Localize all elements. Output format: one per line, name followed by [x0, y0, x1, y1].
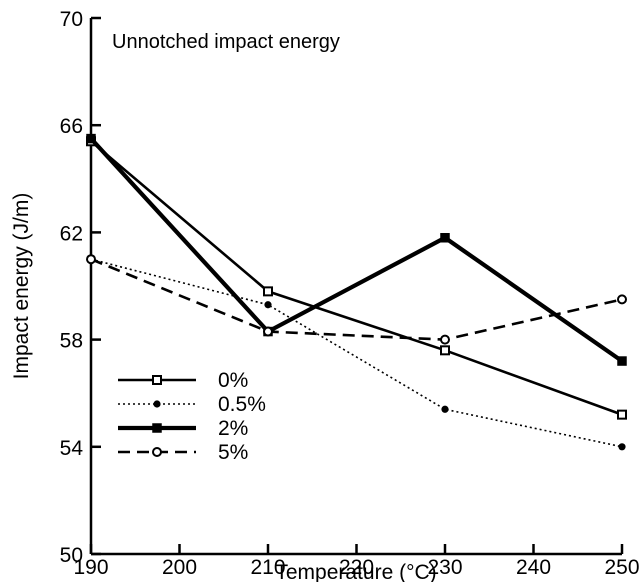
- y-tick-label: 58: [60, 330, 83, 353]
- data-point-marker: [440, 233, 450, 243]
- y-axis-label: Impact energy (J/m): [10, 193, 33, 380]
- x-tick-label: 210: [250, 556, 285, 579]
- legend-item: 5%: [118, 441, 248, 464]
- data-point-marker: [617, 294, 627, 305]
- data-point-marker: [263, 286, 273, 297]
- legend-label: 0.5%: [218, 393, 266, 416]
- legend-label: 5%: [218, 441, 248, 464]
- data-point-marker: [618, 443, 626, 451]
- legend-item: 0%: [118, 369, 248, 392]
- x-tick-label: 220: [339, 556, 374, 579]
- series-line: [90, 258, 623, 448]
- x-tick-label: 190: [73, 556, 108, 579]
- data-point-marker: [440, 345, 450, 356]
- data-point-marker: [86, 254, 96, 265]
- x-ticks: 190 200 210 220 230 240 250: [73, 544, 640, 579]
- data-point-marker: [264, 301, 272, 309]
- data-point-marker: [152, 375, 162, 385]
- data-point-marker: [152, 423, 162, 433]
- series-line: [90, 257, 623, 341]
- series-layer: [86, 133, 627, 451]
- chart-title: Unnotched impact energy: [112, 31, 340, 53]
- data-point-marker: [440, 334, 450, 345]
- legend-item: 2%: [118, 417, 248, 440]
- y-tick-label: 50: [60, 544, 83, 567]
- y-tick-label: 66: [60, 115, 83, 138]
- series-line: [89, 137, 624, 363]
- data-point-marker: [152, 447, 162, 457]
- x-tick-label: 230: [427, 556, 462, 579]
- legend: 0%0.5%2%5%: [118, 369, 266, 464]
- data-point-marker: [86, 133, 96, 144]
- x-tick-label: 200: [162, 556, 197, 579]
- y-tick-label: 54: [60, 437, 84, 460]
- y-tick-label: 62: [60, 222, 83, 245]
- legend-label: 0%: [218, 369, 248, 392]
- y-tick-label: 70: [60, 8, 83, 31]
- series-4: [86, 254, 627, 345]
- data-point-marker: [441, 405, 449, 413]
- x-tick-label: 240: [516, 556, 551, 579]
- data-point-marker: [617, 409, 627, 420]
- data-point-marker: [153, 400, 161, 408]
- series-line: [90, 140, 623, 416]
- legend-label: 2%: [218, 417, 248, 440]
- x-axis-label: Temperature (°C): [275, 561, 436, 582]
- legend-item: 0.5%: [118, 393, 266, 416]
- x-tick-label: 250: [604, 556, 639, 579]
- data-point-marker: [263, 326, 273, 337]
- y-ticks: 50 54 58 62 66 70: [60, 8, 101, 567]
- series-1: [86, 136, 627, 420]
- data-point-marker: [617, 356, 627, 366]
- series-3: [86, 133, 627, 366]
